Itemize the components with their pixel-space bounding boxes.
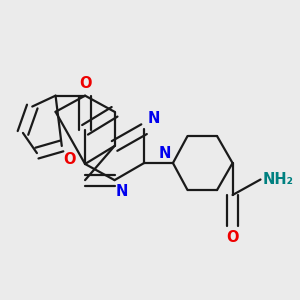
Text: O: O <box>63 152 76 166</box>
Text: O: O <box>79 76 91 91</box>
Text: N: N <box>147 111 160 126</box>
Text: N: N <box>116 184 128 199</box>
Text: O: O <box>226 230 239 245</box>
Text: NH₂: NH₂ <box>263 172 294 187</box>
Text: N: N <box>159 146 171 161</box>
